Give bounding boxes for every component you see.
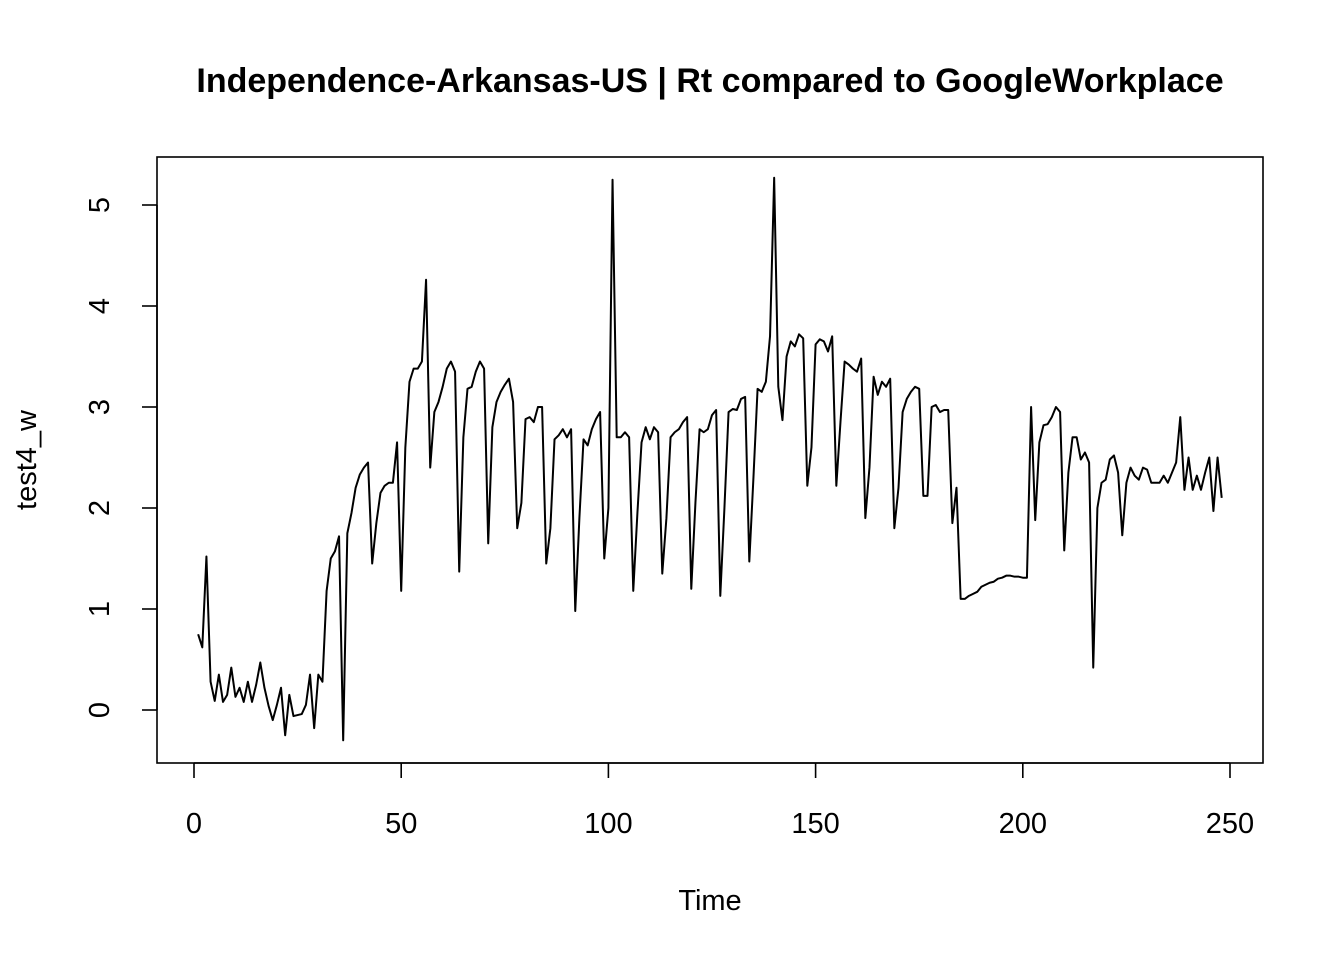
y-tick-label: 0 bbox=[84, 702, 116, 718]
y-tick-label: 1 bbox=[84, 601, 116, 617]
x-axis: 0 50 100 150 200 250 bbox=[186, 762, 1254, 840]
y-tick-label: 5 bbox=[84, 197, 116, 213]
x-axis-label: Time bbox=[678, 885, 741, 917]
y-axis: 0 1 2 3 4 5 bbox=[84, 197, 158, 718]
x-tick-label: 50 bbox=[385, 808, 417, 840]
y-tick-label: 4 bbox=[84, 298, 116, 314]
y-tick-label: 3 bbox=[84, 399, 116, 415]
x-tick-label: 150 bbox=[791, 808, 839, 840]
x-tick-label: 0 bbox=[186, 808, 202, 840]
y-axis-label: test4_w bbox=[11, 409, 43, 510]
y-tick-label: 2 bbox=[84, 500, 116, 516]
x-tick-label: 200 bbox=[999, 808, 1047, 840]
x-tick-label: 100 bbox=[584, 808, 632, 840]
x-tick-label: 250 bbox=[1206, 808, 1254, 840]
chart-title: Independence-Arkansas-US | Rt compared t… bbox=[196, 62, 1223, 100]
series-line-test4-w bbox=[197, 176, 1223, 742]
